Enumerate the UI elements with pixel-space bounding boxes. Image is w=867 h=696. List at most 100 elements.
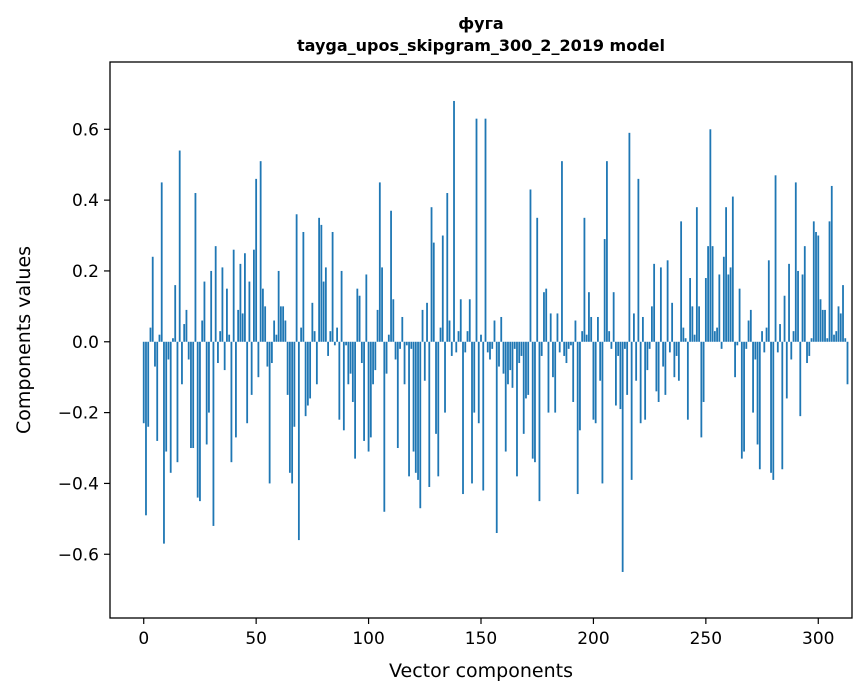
bar-185	[558, 341, 561, 353]
bar-85	[333, 341, 336, 346]
bar-180	[547, 341, 550, 413]
bar-168	[520, 341, 523, 356]
bar-163	[509, 341, 512, 371]
bar-111	[392, 299, 395, 342]
bar-302	[821, 309, 824, 342]
bar-207	[608, 331, 611, 342]
bar-57	[270, 341, 273, 364]
bar-103	[374, 341, 377, 371]
y-axis-ticks: −0.6 −0.4 −0.2 0.0 0.2 0.4 0.6	[58, 120, 110, 565]
bar-149	[477, 341, 480, 424]
bar-177	[540, 341, 543, 356]
bar-96	[358, 295, 361, 342]
bar-47	[248, 281, 251, 342]
y-tick-label: 0.4	[72, 191, 99, 211]
bar-150	[480, 334, 482, 342]
x-tick-label: 0	[138, 629, 149, 649]
bar-23	[194, 193, 197, 342]
bar-67	[293, 341, 296, 427]
x-tick-label: 100	[352, 629, 384, 649]
bar-167	[518, 341, 521, 364]
bar-91	[347, 341, 350, 385]
bar-228	[655, 341, 658, 392]
bar-24	[196, 341, 199, 498]
bar-174	[534, 341, 536, 463]
bar-162	[507, 341, 509, 385]
bars-group	[142, 100, 849, 572]
bar-95	[356, 288, 359, 342]
bar-164	[511, 341, 514, 388]
bar-202	[597, 316, 599, 342]
bar-298	[812, 221, 815, 342]
bar-143	[464, 341, 467, 353]
bar-212	[619, 341, 622, 410]
bar-46	[246, 341, 249, 424]
bar-266	[740, 341, 743, 459]
bar-32	[214, 246, 217, 342]
bar-176	[538, 341, 541, 502]
bar-37	[226, 288, 228, 342]
bar-64	[286, 341, 289, 395]
bar-74	[309, 341, 312, 399]
bar-8	[160, 182, 163, 342]
bar-206	[606, 161, 608, 342]
bar-203	[599, 341, 602, 381]
bar-35	[221, 267, 224, 342]
bar-60	[277, 270, 280, 342]
bar-101	[369, 341, 372, 438]
bar-299	[815, 231, 817, 342]
bar-38	[228, 334, 231, 342]
bar-196	[583, 217, 586, 342]
bar-19	[185, 309, 188, 342]
bar-256	[718, 274, 721, 342]
bar-42	[237, 309, 240, 342]
bar-267	[743, 341, 745, 452]
bar-82	[327, 341, 329, 356]
bar-77	[315, 341, 318, 385]
bar-71	[302, 231, 305, 342]
bar-273	[756, 341, 759, 445]
bar-246	[695, 207, 698, 342]
bar-240	[682, 327, 685, 342]
bar-281	[774, 175, 777, 342]
bar-105	[378, 182, 381, 342]
bar-201	[594, 341, 597, 424]
bar-49	[253, 249, 255, 342]
bar-192	[574, 320, 577, 342]
y-tick-label: −0.4	[58, 474, 99, 494]
bar-249	[702, 341, 705, 402]
bar-144	[466, 331, 469, 342]
bar-33	[217, 341, 219, 364]
bar-156	[493, 320, 496, 342]
bar-75	[311, 302, 314, 342]
bar-120	[412, 341, 415, 452]
bar-278	[767, 260, 770, 342]
bar-34	[219, 331, 222, 342]
bar-193	[576, 341, 579, 495]
bar-53	[262, 288, 264, 342]
bar-94	[354, 341, 356, 459]
bar-11	[167, 341, 170, 360]
bar-99	[365, 274, 368, 342]
bar-159	[500, 316, 503, 342]
bar-283	[779, 324, 781, 342]
bar-76	[313, 331, 316, 342]
bar-5	[154, 341, 156, 367]
bar-78	[318, 217, 321, 342]
bar-113	[396, 341, 399, 449]
bar-243	[689, 278, 692, 342]
bar-241	[684, 338, 687, 342]
bar-286	[785, 341, 788, 399]
bar-253	[711, 246, 714, 342]
bar-157	[495, 341, 498, 534]
bar-179	[545, 288, 548, 342]
bar-254	[713, 331, 716, 342]
bar-245	[693, 334, 696, 342]
bar-134	[444, 341, 446, 413]
bar-126	[426, 302, 428, 342]
x-tick-label: 300	[802, 629, 834, 649]
bar-15	[176, 341, 179, 463]
bar-148	[475, 118, 478, 342]
bar-13	[172, 338, 174, 342]
